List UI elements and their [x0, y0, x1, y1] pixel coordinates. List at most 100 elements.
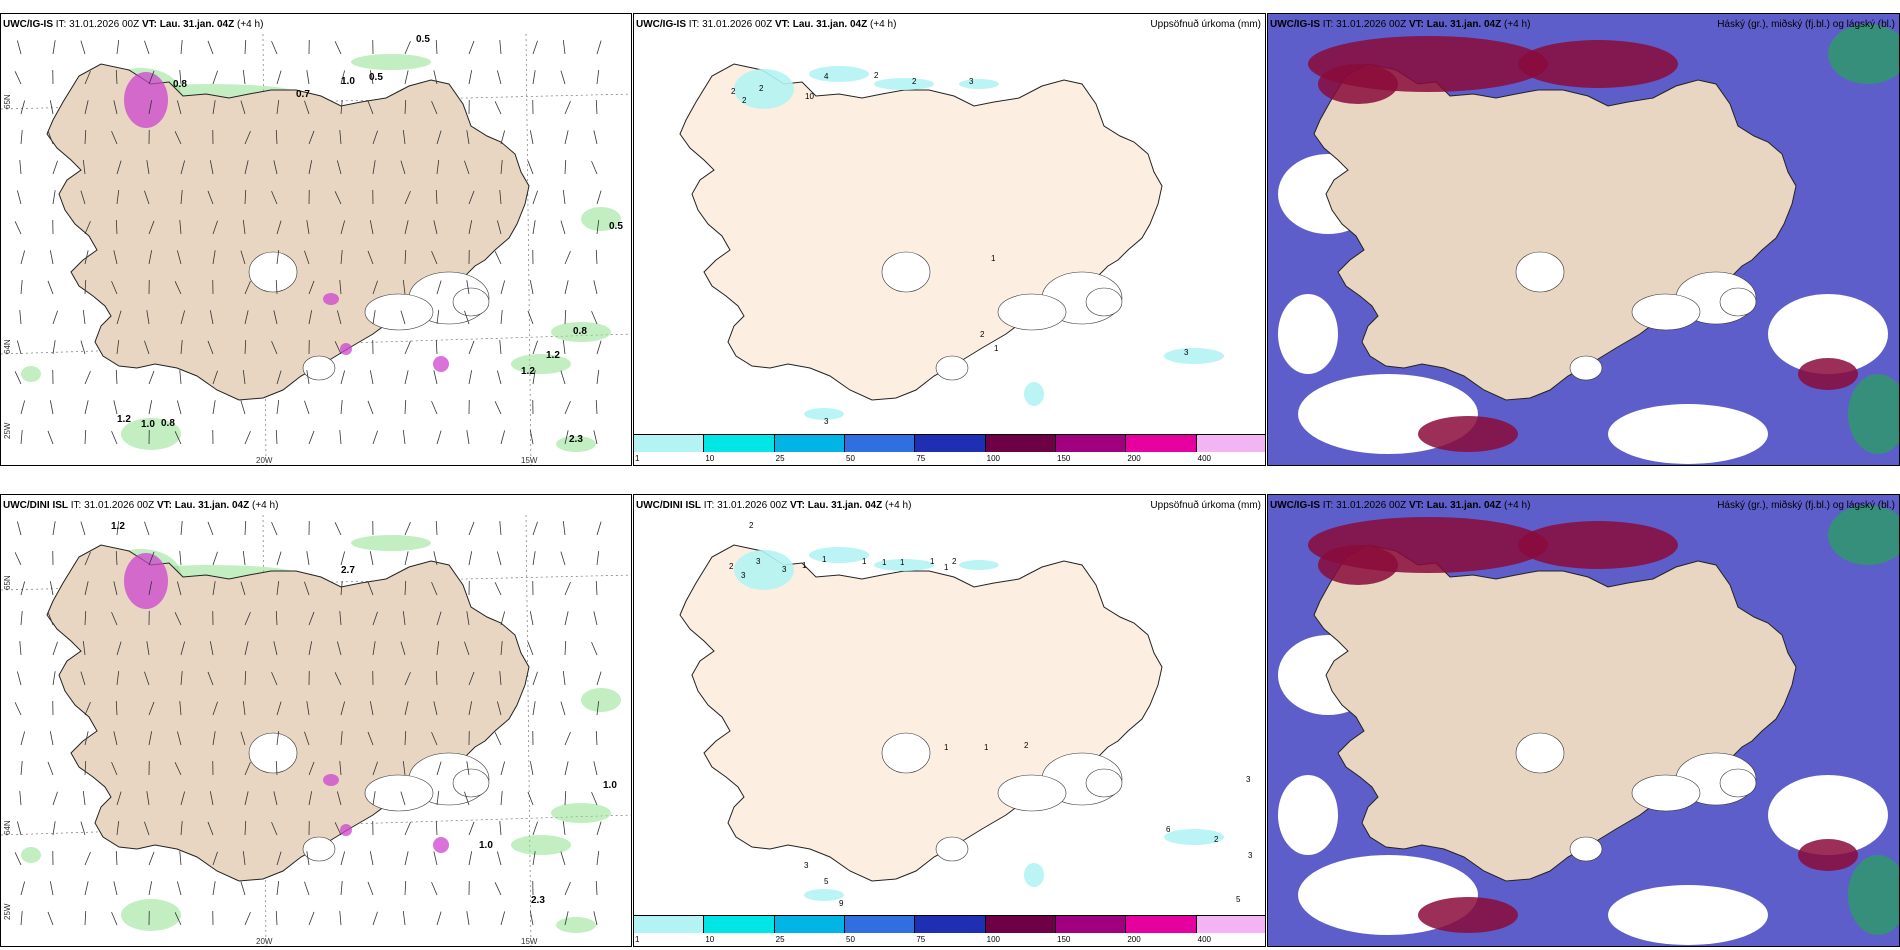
glacier [1515, 732, 1565, 774]
wind-barb [304, 731, 310, 746]
wind-barb [84, 129, 87, 145]
wind-barb [20, 280, 23, 295]
wind-barb [47, 430, 54, 445]
wind-barb [595, 399, 598, 415]
wind-barb [400, 160, 406, 175]
panel-row2-precip: UWC/DINI ISL IT: 31.01.2026 00Z VT: Lau.… [633, 494, 1266, 947]
colorbar-swatch [774, 916, 845, 933]
wind-barb [564, 731, 571, 746]
glacier [1631, 293, 1701, 331]
glacier [364, 293, 434, 331]
wind-barb [49, 581, 54, 596]
wind-barb [529, 130, 534, 145]
model-name: UWC/DINI ISL [3, 500, 68, 511]
wind-barb [340, 400, 343, 415]
high-clouds [1308, 36, 1858, 452]
wind-barb [115, 69, 118, 85]
wind-barb [82, 160, 86, 175]
wind-barb [212, 581, 216, 596]
glacier [935, 836, 969, 862]
wind-barb [464, 641, 470, 656]
wind-barb [113, 100, 118, 115]
wind-barb [276, 100, 280, 115]
wind-barb [372, 280, 378, 295]
wind-value-label: 0.7 [296, 89, 310, 100]
wind-barb [84, 701, 91, 716]
clear-area [1608, 404, 1768, 464]
heavy-precip [124, 553, 449, 853]
colorbar-tick: 50 [846, 935, 855, 944]
wind-barb [244, 611, 251, 626]
wind-barb [367, 100, 374, 115]
iceland-landmass-group [679, 544, 1163, 882]
wind-barb [494, 101, 502, 115]
wind-barb [20, 430, 23, 445]
wind-barb [49, 100, 54, 115]
high-cloud-area [1798, 358, 1858, 390]
model-name: UWC/DINI ISL [636, 500, 701, 511]
lon-label: 20W [256, 937, 273, 946]
wind-barb [564, 309, 567, 325]
wind-barb [275, 279, 278, 295]
wind-barb [436, 761, 442, 776]
wind-barb [372, 911, 378, 926]
wind-barb [431, 400, 438, 415]
wind-barb [174, 281, 182, 295]
precip-value-label: 1 [862, 557, 867, 566]
wind-barb [276, 370, 282, 385]
wind-barb [273, 160, 278, 175]
colorbar-swatch [774, 435, 845, 452]
wind-barb [595, 580, 598, 596]
wind-barb [148, 220, 155, 235]
wind-barb [144, 521, 150, 536]
wind-barb [242, 370, 246, 385]
wind-barb [304, 881, 310, 896]
wind-barb [273, 641, 278, 656]
wind-barb [339, 430, 342, 445]
wind-barb [179, 551, 182, 566]
wind-barb [596, 821, 602, 836]
colorbar-tick: 10 [705, 935, 715, 944]
wind-barb [16, 340, 22, 355]
wind-barb [564, 761, 569, 776]
glacier [881, 251, 931, 293]
high-clouds [1308, 517, 1858, 933]
wind-barb [244, 130, 251, 145]
wind-barb [372, 761, 378, 776]
init-time: IT: 31.01.2026 00Z [703, 500, 788, 511]
colorbar-tick: 25 [775, 454, 785, 463]
wind-barb [496, 851, 502, 866]
wind-barb [116, 791, 122, 806]
wind-barb [372, 611, 378, 626]
wind-barb [529, 611, 534, 626]
wind-barb [244, 189, 247, 205]
wind-barb [148, 400, 153, 415]
precip-value-label: 5 [824, 877, 829, 886]
model-name: UWC/IG-IS [3, 19, 53, 30]
wind-barb [84, 851, 91, 866]
wind-barb [564, 581, 571, 596]
precip-value-label: 2 [874, 71, 879, 80]
cloud-map [1268, 14, 1899, 465]
wind-barb [560, 851, 566, 866]
iceland-landmass [46, 63, 530, 401]
wind-barb [80, 821, 86, 836]
glacier [248, 732, 298, 774]
precip-area [734, 550, 794, 590]
wind-barb [595, 730, 598, 746]
wind-barb [115, 219, 118, 235]
wind-barb [595, 99, 598, 115]
wind-barb [336, 791, 342, 806]
high-cloud-area [1418, 416, 1518, 452]
precip-area [21, 366, 41, 382]
wind-barb [500, 280, 506, 295]
precip-area [1164, 829, 1224, 845]
panel-row1-clouds: UWC/IG-IS IT: 31.01.2026 00Z VT: Lau. 31… [1267, 13, 1900, 466]
panel-row1-wind: UWC/IG-IS IT: 31.01.2026 00Z VT: Lau. 31… [0, 13, 632, 466]
precip-area [21, 847, 41, 863]
lead-time: (+4 h) [237, 19, 264, 30]
wind-barb [562, 671, 566, 686]
wind-barb [82, 791, 86, 806]
wind-barb [499, 340, 502, 355]
glacier [302, 836, 336, 862]
